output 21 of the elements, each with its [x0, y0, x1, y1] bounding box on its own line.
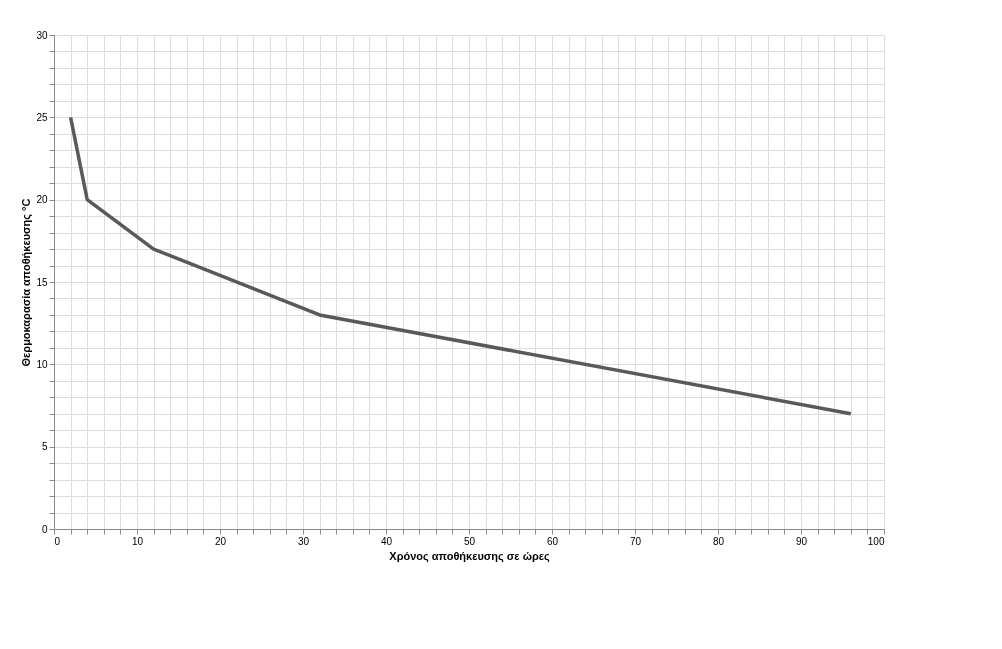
x-tick-label: 40 — [380, 535, 393, 547]
x-tick-label: 70 — [629, 535, 642, 547]
x-tick-label: 60 — [546, 535, 559, 547]
x-tick-label: 20 — [214, 535, 227, 547]
y-tick-label: 5 — [41, 441, 48, 453]
x-tick-label: 50 — [463, 535, 476, 547]
y-tick-label: 15 — [36, 276, 48, 288]
x-tick-label: 90 — [795, 535, 808, 547]
x-tick-label: 100 — [867, 535, 885, 547]
x-tick-label: 30 — [297, 535, 310, 547]
y-tick-label: 20 — [36, 194, 48, 206]
x-axis-title: Χρόνος αποθήκευσης σε ώρες — [389, 549, 550, 563]
x-tick-label: 0 — [54, 535, 61, 547]
y-tick-label: 25 — [36, 111, 48, 123]
y-tick-label: 0 — [41, 523, 48, 535]
y-tick-label: 30 — [36, 29, 48, 41]
y-tick-label: 10 — [36, 358, 48, 370]
x-tick-label: 10 — [131, 535, 144, 547]
y-axis-title: Θερμοκαρασία αποθήκευσης °C — [20, 198, 34, 367]
line-series — [68, 115, 853, 416]
x-tick-label: 80 — [712, 535, 725, 547]
